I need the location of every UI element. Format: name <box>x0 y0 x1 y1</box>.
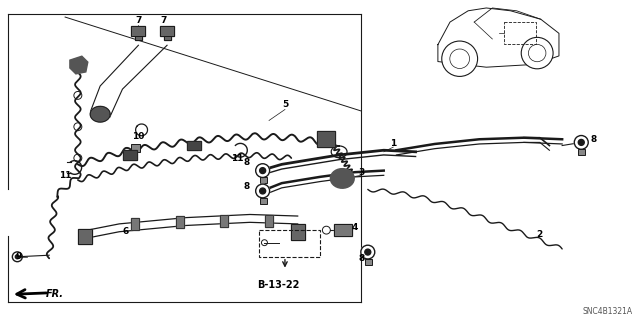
Text: FR.: FR. <box>46 289 64 300</box>
Bar <box>136 36 142 40</box>
Text: 3: 3 <box>358 168 365 177</box>
Text: 11: 11 <box>231 153 243 163</box>
Text: 6: 6 <box>122 227 129 236</box>
Bar <box>259 230 320 257</box>
Text: 10: 10 <box>132 132 145 141</box>
Bar <box>131 218 139 230</box>
Bar <box>78 229 92 244</box>
Circle shape <box>15 255 19 259</box>
Circle shape <box>256 184 269 198</box>
Bar <box>187 141 200 151</box>
Bar <box>334 224 352 236</box>
Bar <box>579 149 585 155</box>
Bar <box>131 26 145 36</box>
Circle shape <box>260 188 266 194</box>
Bar <box>334 224 352 236</box>
Bar <box>220 215 228 227</box>
Bar <box>291 224 305 240</box>
Bar <box>187 141 200 151</box>
Bar <box>265 215 273 227</box>
Bar <box>504 22 536 44</box>
Bar <box>164 36 171 40</box>
Text: 8: 8 <box>244 182 250 191</box>
Text: 1: 1 <box>390 139 396 148</box>
Bar <box>160 26 174 36</box>
Bar <box>160 26 174 36</box>
Bar <box>317 131 335 147</box>
Circle shape <box>579 139 584 145</box>
Polygon shape <box>330 169 355 188</box>
Bar <box>136 36 142 40</box>
Text: 8: 8 <box>358 254 365 263</box>
Bar <box>260 177 267 183</box>
Bar <box>220 215 228 227</box>
Bar <box>123 150 137 160</box>
Circle shape <box>260 168 266 174</box>
Circle shape <box>521 37 553 69</box>
Bar <box>265 215 273 227</box>
Text: 5: 5 <box>282 100 288 109</box>
Text: 8: 8 <box>244 158 250 167</box>
Bar <box>164 36 171 40</box>
Bar <box>176 216 184 228</box>
Bar <box>131 218 139 230</box>
Text: SNC4B1321A: SNC4B1321A <box>582 307 632 316</box>
Circle shape <box>442 41 477 77</box>
Bar <box>291 224 305 240</box>
Bar <box>317 131 335 147</box>
Bar <box>131 144 140 152</box>
Circle shape <box>574 136 588 149</box>
Bar <box>176 216 184 228</box>
Polygon shape <box>90 106 110 122</box>
Text: 8: 8 <box>591 135 597 144</box>
Text: 9: 9 <box>15 252 22 261</box>
Text: 11: 11 <box>59 171 72 180</box>
Text: B-13-22: B-13-22 <box>257 280 300 290</box>
Text: 4: 4 <box>352 223 358 232</box>
Bar <box>260 198 267 204</box>
Text: 7: 7 <box>161 16 167 25</box>
Text: 7: 7 <box>135 16 141 25</box>
Bar <box>131 26 145 36</box>
Circle shape <box>361 245 375 259</box>
Bar <box>365 259 372 265</box>
Circle shape <box>256 164 269 177</box>
Circle shape <box>365 249 371 255</box>
Text: 2: 2 <box>537 230 543 239</box>
Polygon shape <box>70 56 88 74</box>
Bar <box>78 229 92 244</box>
Bar <box>123 150 137 160</box>
